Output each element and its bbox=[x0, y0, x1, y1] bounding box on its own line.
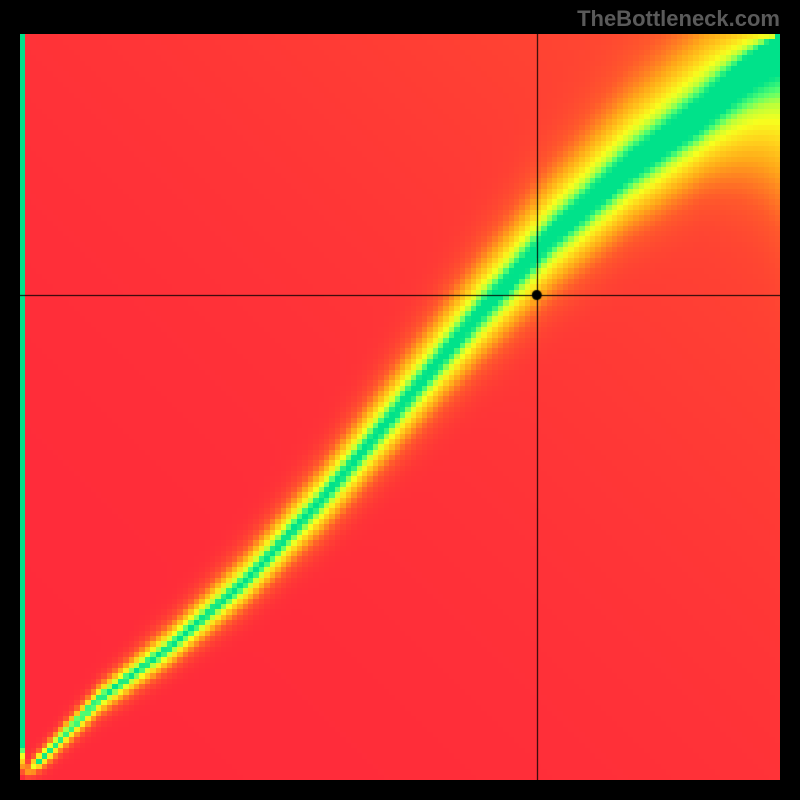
heatmap-plot bbox=[20, 34, 780, 780]
chart-container: TheBottleneck.com bbox=[0, 0, 800, 800]
watermark-text: TheBottleneck.com bbox=[577, 6, 780, 32]
